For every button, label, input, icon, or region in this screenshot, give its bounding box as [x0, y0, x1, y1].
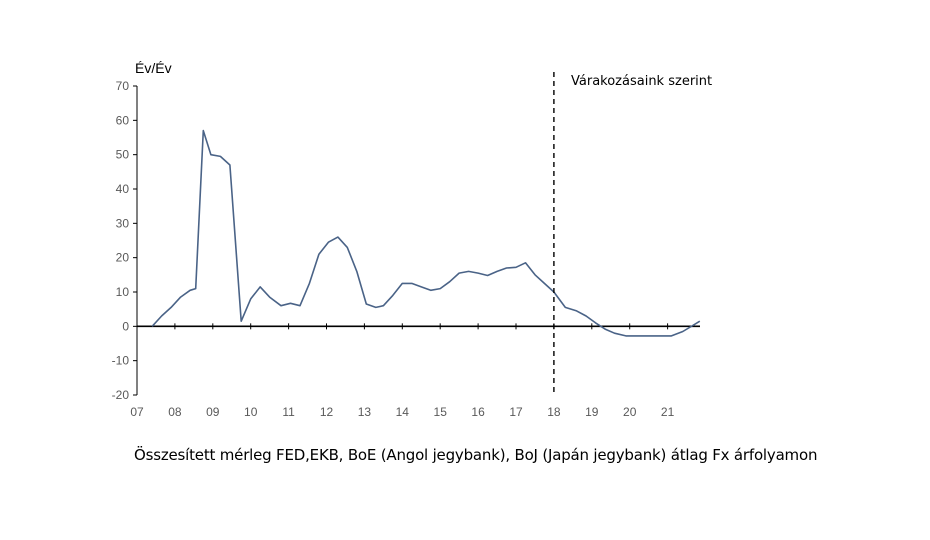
y-tick-label: 10: [116, 285, 130, 299]
y-tick-label: 50: [116, 148, 130, 162]
y-tick-label: -20: [112, 388, 130, 402]
y-tick-label: 40: [116, 182, 130, 196]
x-tick-label: 19: [585, 405, 599, 419]
x-tick-label: 17: [509, 405, 523, 419]
x-tick-label: 09: [206, 405, 220, 419]
series-line: [151, 129, 701, 337]
x-tick-label: 20: [623, 405, 637, 419]
y-axis-label: Év/Év: [135, 60, 172, 76]
y-tick-label: 0: [122, 319, 129, 333]
axes: [136, 86, 700, 395]
y-tick-label: 70: [116, 79, 130, 93]
x-tick-label: 21: [661, 405, 675, 419]
x-tick-label: 11: [282, 405, 295, 419]
x-tick-label: 14: [396, 405, 410, 419]
y-tick-label: -10: [112, 354, 130, 368]
x-ticks: 07 08 09 10 11 12 13 14 15 16 17 18 19 20 21: [130, 323, 675, 419]
series-group: [151, 129, 701, 337]
y-tick-label: 30: [116, 216, 130, 230]
y-ticks: 70 60 50 40 30 20 10 0 -10 -20: [112, 79, 137, 402]
x-tick-label: 18: [547, 405, 561, 419]
x-tick-label: 07: [130, 405, 144, 419]
x-tick-label: 13: [358, 405, 372, 419]
x-tick-label: 16: [471, 405, 485, 419]
x-tick-label: 12: [320, 405, 334, 419]
x-tick-label: 15: [434, 405, 448, 419]
x-tick-label: 08: [168, 405, 182, 419]
chart-caption: Összesített mérleg FED,EKB, BoE (Angol j…: [134, 446, 818, 464]
forecast-annotation: Várakozásaink szerint: [571, 74, 712, 89]
x-tick-label: 10: [244, 405, 258, 419]
y-tick-label: 20: [116, 251, 130, 265]
y-tick-label: 60: [116, 113, 130, 127]
